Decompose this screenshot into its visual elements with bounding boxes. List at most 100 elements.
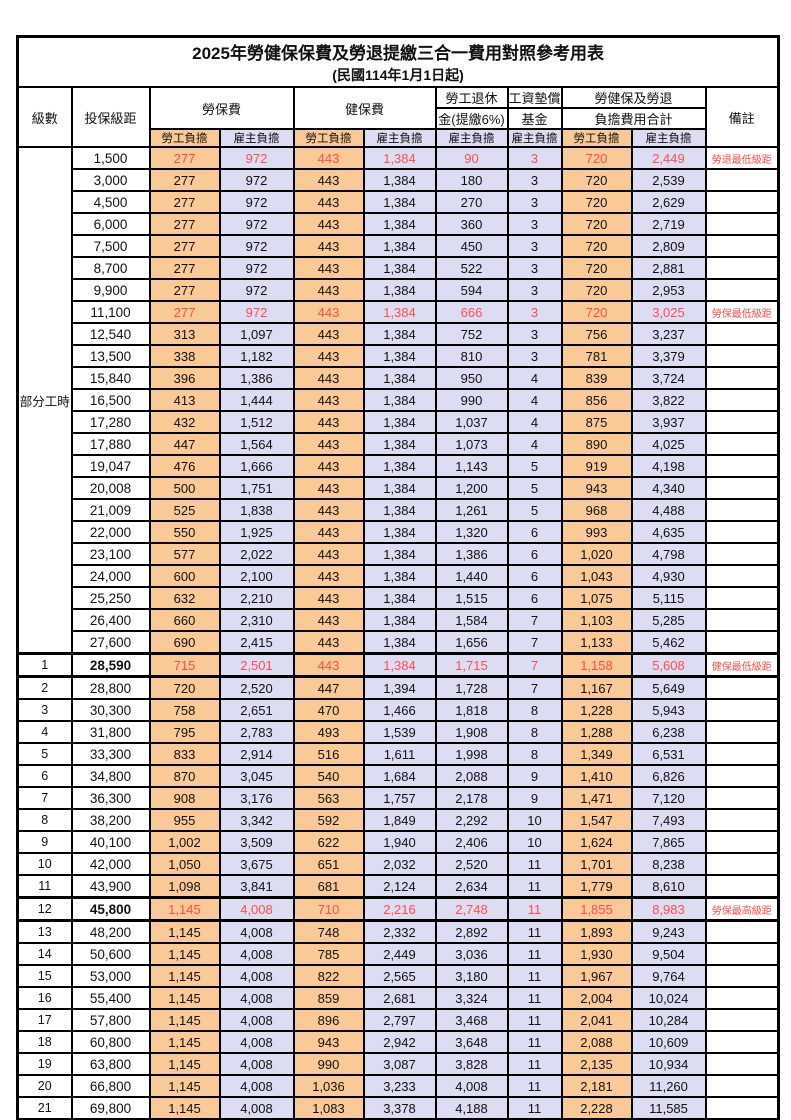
cell-value: 1,228: [560, 698, 633, 722]
cell-remark: [704, 234, 780, 258]
cell-value: 413: [148, 388, 221, 412]
cell-value: 443: [292, 542, 365, 566]
table-title-block: 2025年勞健保保費及勞退提繳三合一費用對照參考用表 (民國114年1月1日起): [16, 35, 780, 88]
cell-value: 1,751: [218, 476, 295, 500]
table-row: 26,400 660 2,310 443 1,384 1,584 7 1,103 5,285: [18, 608, 780, 632]
cell-value: 1,384: [362, 498, 437, 522]
cell-value: 1,410: [560, 764, 633, 788]
cell-value: 7,865: [630, 830, 707, 854]
table-row: 17,880 447 1,564 443 1,384 1,073 4 890 4,025: [18, 432, 780, 456]
cell-value: 972: [218, 212, 295, 236]
cell-bracket: 28,800: [70, 675, 151, 700]
cell-value: 11: [506, 964, 563, 988]
cell-value: 3,822: [630, 388, 707, 412]
cell-value: 1,940: [362, 830, 437, 854]
col-group-wage-fund-line1: 工資墊償: [506, 86, 563, 109]
cell-value: 720: [560, 212, 633, 236]
cell-value: 1,145: [148, 1074, 221, 1098]
cell-value: 443: [292, 278, 365, 302]
cell-value: 3,648: [434, 1030, 509, 1054]
cell-value: 2,135: [560, 1052, 633, 1076]
subheader-pension-employer-share: 雇主負擔: [434, 128, 509, 148]
cell-value: 3: [506, 212, 563, 236]
cell-value: 525: [148, 498, 221, 522]
cell-value: 2,539: [630, 168, 707, 192]
cell-level: 4: [16, 720, 73, 744]
cell-value: 443: [292, 388, 365, 412]
col-group-total-line1: 勞健保及勞退: [560, 86, 707, 109]
cell-value: 1,158: [560, 652, 633, 678]
cell-value: 8,238: [630, 852, 707, 876]
cell-value: 443: [292, 498, 365, 522]
cell-value: 3: [506, 168, 563, 192]
cell-value: 972: [218, 190, 295, 214]
cell-value: 5,462: [630, 630, 707, 655]
cell-value: 1,547: [560, 808, 633, 832]
cell-bracket: 24,000: [70, 564, 151, 588]
cell-value: 681: [292, 874, 365, 899]
cell-value: 2,032: [362, 852, 437, 876]
cell-value: 4,008: [218, 1030, 295, 1054]
cell-level: 20: [16, 1074, 73, 1098]
table-row: 13 48,200 1,145 4,008 748 2,332 2,892 11 1,893 9,…: [16, 919, 780, 944]
cell-value: 756: [560, 322, 633, 346]
table-row: 8,700 277 972 443 1,384 522 3 720 2,881: [18, 256, 780, 280]
table-row: 14 50,600 1,145 4,008 785 2,449 3,036 11 1,930 9,…: [16, 942, 780, 966]
cell-value: 270: [434, 190, 509, 214]
cell-bracket: 9,900: [70, 278, 151, 302]
subheader-health-employer-share: 雇主負擔: [362, 128, 437, 148]
cell-value: 2,942: [362, 1030, 437, 1054]
cell-value: 972: [218, 146, 295, 170]
cell-value: 522: [434, 256, 509, 280]
table-row: 3,000 277 972 443 1,384 180 3 720 2,539: [18, 168, 780, 192]
cell-value: 3: [506, 344, 563, 368]
cell-value: 1,036: [292, 1074, 365, 1098]
cell-bracket: 57,800: [70, 1008, 151, 1032]
cell-value: 5: [506, 454, 563, 478]
cell-value: 1,384: [362, 388, 437, 412]
cell-value: 990: [292, 1052, 365, 1076]
cell-value: 10,284: [630, 1008, 707, 1032]
cell-value: 443: [292, 410, 365, 434]
table-row: 19,047 476 1,666 443 1,384 1,143 5 919 4,198: [18, 454, 780, 478]
cell-value: 810: [434, 344, 509, 368]
cell-level-group-part-time: 部分工時: [16, 146, 73, 655]
cell-level: 21: [16, 1096, 73, 1120]
cell-value: 720: [560, 168, 633, 192]
table-row: 25,250 632 2,210 443 1,384 1,515 6 1,075 5,115: [18, 586, 780, 610]
col-header-remark: 備註: [704, 86, 780, 148]
cell-remark: [704, 278, 780, 302]
cell-value: 1,103: [560, 608, 633, 632]
subheader-total-employer-share: 雇主負擔: [630, 128, 707, 148]
table-row: 12,540 313 1,097 443 1,384 752 3 756 3,237: [18, 322, 780, 346]
cell-remark: [704, 964, 780, 988]
cell-value: 1,145: [148, 942, 221, 966]
cell-value: 3: [506, 190, 563, 214]
cell-bracket: 1,500: [70, 146, 151, 170]
subheader-health-employee-share: 勞工負擔: [292, 128, 365, 148]
cell-value: 7: [506, 652, 563, 678]
cell-remark: 勞保最低級距: [704, 300, 780, 324]
cell-value: 592: [292, 808, 365, 832]
cell-value: 1,384: [362, 564, 437, 588]
cell-value: 1,384: [362, 586, 437, 610]
table-row: 5 33,300 833 2,914 516 1,611 1,998 8 1,349 6,531: [16, 742, 780, 766]
cell-value: 4,340: [630, 476, 707, 500]
cell-value: 1,384: [362, 344, 437, 368]
cell-level: 11: [16, 874, 73, 899]
cell-level: 14: [16, 942, 73, 966]
subheader-labor-employee-share: 勞工負擔: [148, 128, 221, 148]
cell-value: 11,585: [630, 1096, 707, 1120]
cell-value: 493: [292, 720, 365, 744]
cell-value: 1,083: [292, 1096, 365, 1120]
cell-value: 4: [506, 410, 563, 434]
cell-value: 1,384: [362, 322, 437, 346]
table-row: 7,500 277 972 443 1,384 450 3 720 2,809: [18, 234, 780, 258]
cell-value: 908: [148, 786, 221, 810]
cell-level: 2: [16, 675, 73, 700]
cell-value: 2,228: [560, 1096, 633, 1120]
cell-value: 1,930: [560, 942, 633, 966]
cell-value: 2,719: [630, 212, 707, 236]
cell-value: 2,088: [560, 1030, 633, 1054]
cell-remark: [704, 564, 780, 588]
